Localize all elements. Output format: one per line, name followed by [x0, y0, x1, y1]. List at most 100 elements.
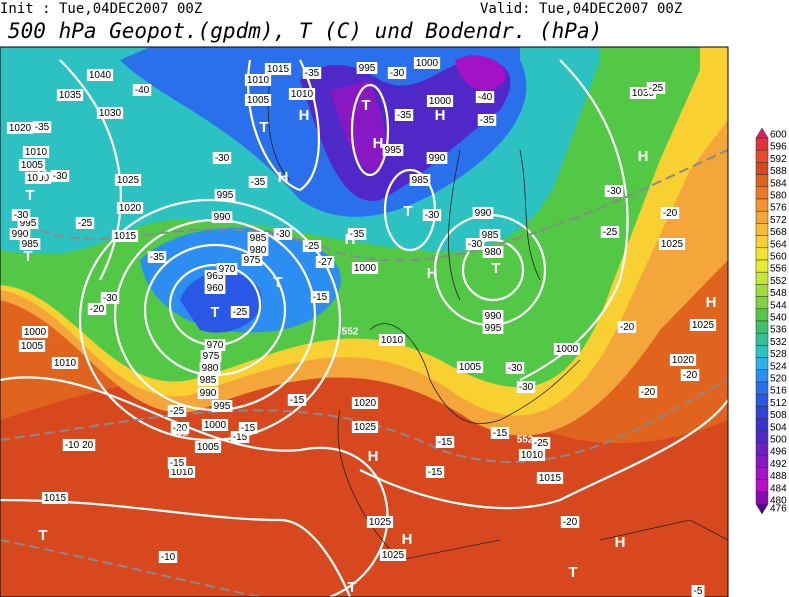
isotherm-label-text: -35	[305, 68, 320, 79]
isobar-label-box	[86, 69, 114, 81]
isobar-label-box	[351, 421, 379, 433]
isobar-label-text: 985	[412, 175, 429, 186]
isobar-label-box	[114, 174, 142, 186]
isotherm-label: -20	[638, 386, 658, 398]
isotherm-label: -30	[212, 152, 232, 164]
isobar-label-text: 980	[250, 245, 267, 256]
isotherm-label-box	[315, 256, 335, 268]
colorbar-label: 592	[770, 154, 787, 165]
isobar-label: 1015	[264, 63, 292, 75]
isobar-label-text: 1000	[556, 344, 579, 355]
isobar-label-box	[536, 472, 564, 484]
isotherm-label: -15	[167, 457, 187, 469]
colorbar-label: 568	[770, 227, 787, 238]
isobar-label-text: 1015	[44, 493, 67, 504]
isobar-label: 970	[216, 263, 238, 275]
isotherm-label-text: -15	[241, 423, 256, 434]
isotherm-label-text: -30	[607, 186, 622, 197]
isotherm-label: -35	[248, 176, 268, 188]
isobar-label-box	[24, 172, 52, 184]
isobar-label: 970	[204, 339, 226, 351]
isotherm-label-text: -27	[318, 257, 333, 268]
isotherm-label-box	[32, 121, 52, 133]
isotherm-label: -30	[505, 362, 525, 374]
isobar-label: 1000	[21, 326, 49, 338]
isobar-label-box	[21, 326, 49, 338]
isotherm-label: -5	[691, 585, 705, 597]
isotherm-label: -30	[465, 238, 485, 250]
isobar-label: 995	[382, 144, 404, 156]
isotherm-label-box	[347, 228, 367, 240]
isotherm-label: -20	[76, 439, 96, 451]
isobar-label-box	[116, 202, 144, 214]
colorbar-label: 548	[770, 288, 787, 299]
isotherm-label: -35	[147, 251, 167, 263]
colorbar-label: 512	[770, 398, 787, 409]
isotherm-label: -10	[62, 439, 82, 451]
colorbar-cell	[755, 198, 769, 212]
colorbar-cell	[755, 406, 769, 419]
colorbar-cell	[755, 174, 769, 188]
isobar-label-box	[426, 95, 454, 107]
isobar-label-box	[409, 174, 431, 186]
isotherm-label-box	[167, 405, 187, 417]
isobar-label-box	[689, 319, 717, 331]
isobar-label-text: 995	[385, 145, 402, 156]
colorbar-label: 500	[770, 435, 787, 446]
isotherm-label-text: -20	[79, 440, 94, 451]
isotherm-label: -15	[310, 291, 330, 303]
isotherm-label-box	[100, 292, 120, 304]
isotherm-label-box	[302, 67, 322, 79]
isobar-label: 1000	[413, 57, 441, 69]
isotherm-label-text: -35	[397, 110, 412, 121]
isotherm-label-text: -35	[350, 229, 365, 240]
isotherm-label-box	[76, 439, 96, 451]
isobar-label-box	[51, 357, 79, 369]
colorbar-cell	[755, 320, 769, 334]
isotherm-label: -30	[516, 381, 536, 393]
isobar-label: 1025	[366, 516, 394, 528]
isotherm-label-box	[435, 436, 455, 448]
pressure-center: H	[345, 231, 356, 248]
isotherm-label-box	[425, 466, 445, 478]
isobar-label-box	[288, 88, 316, 100]
isobar-label: 1010	[22, 146, 50, 158]
colorbar-cell	[755, 369, 769, 383]
isobar-label: 980	[482, 246, 504, 258]
isotherm-label: -35	[347, 228, 367, 240]
isobar-label: 990	[472, 207, 494, 219]
isotherm-label-box	[238, 422, 258, 434]
isotherm-label: -30	[100, 292, 120, 304]
isotherm-label: -15	[435, 436, 455, 448]
colorbar-label: 544	[770, 300, 787, 311]
isobar-label: 1010	[288, 88, 316, 100]
isotherm-label-text: -30	[468, 239, 483, 250]
colorbar-label: 588	[770, 166, 787, 177]
isotherm-label-text: -20	[173, 423, 188, 434]
isobar-label-text: 1025	[692, 320, 715, 331]
pressure-center: H	[299, 107, 310, 124]
colorbar-label: 492	[770, 459, 787, 470]
pressure-center: T	[273, 274, 282, 291]
isobar-label: 1020	[669, 354, 697, 366]
colorbar-cell	[755, 381, 769, 395]
isobar-label: 990	[9, 228, 31, 240]
isotherm-label-text: -25	[233, 307, 248, 318]
map-frame	[0, 46, 729, 597]
isobar-label: 975	[241, 254, 263, 266]
isobar-label-box	[518, 449, 546, 461]
isotherm-label: -20	[660, 207, 680, 219]
isotherm-label-box	[477, 114, 497, 126]
isobar-label: 1010	[378, 334, 406, 346]
isobar-label-box	[482, 310, 504, 322]
isobar-label: 985	[479, 229, 501, 241]
isotherm-label: -30	[422, 209, 442, 221]
isotherm-label-box	[50, 170, 70, 182]
isobar-label-box	[669, 354, 697, 366]
isotherm-label-text: -20	[641, 387, 656, 398]
isobar-label-box	[247, 244, 269, 256]
isobar-label: 980	[247, 244, 269, 256]
isobar-label-box	[351, 262, 379, 274]
colorbar-label: 576	[770, 203, 787, 214]
isotherm-label-box	[505, 362, 525, 374]
